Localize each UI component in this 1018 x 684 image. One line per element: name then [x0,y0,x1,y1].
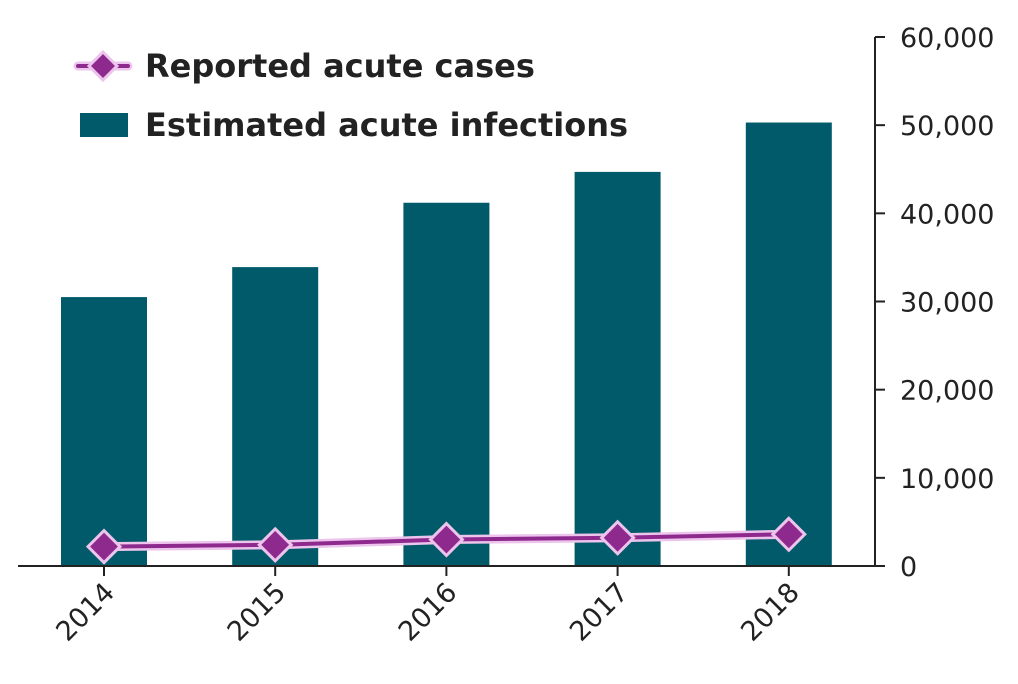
bar-2015 [232,267,319,566]
x-tick-label: 2014 [50,577,121,648]
legend: Reported acute cases Estimated acute inf… [73,47,628,144]
bar-2016 [403,202,490,566]
y-tick-label: 0 [900,552,917,583]
y-tick-label: 10,000 [900,464,994,495]
legend-label-line: Reported acute cases [145,47,535,85]
y-tick-label: 30,000 [900,288,994,319]
legend-diamond-marker [86,49,120,83]
line-layer [85,516,807,565]
bar-2014 [61,297,147,566]
legend-label-bar: Estimated acute infections [145,106,628,144]
x-tick-label: 2017 [564,577,635,648]
legend-item-line: Reported acute cases [73,47,535,85]
legend-bar-swatch [80,113,128,137]
x-tick-label: 2016 [393,577,464,648]
line-point-2017 [599,519,636,556]
line-point-2015 [257,526,294,563]
line-point-2018 [770,516,807,553]
x-tick-label: 2018 [735,577,806,648]
bar-2018 [745,122,832,566]
line-point-2014 [85,528,123,565]
bar-2017 [574,171,661,566]
bars-layer [61,122,832,566]
y-tick-label: 40,000 [900,199,994,230]
x-tick-label: 2015 [222,577,293,648]
y-tick-label: 50,000 [900,111,994,142]
y-tick-label: 20,000 [900,376,994,407]
legend-item-bar: Estimated acute infections [80,106,628,144]
y-tick-label: 60,000 [900,23,994,54]
line-point-2016 [428,521,465,558]
